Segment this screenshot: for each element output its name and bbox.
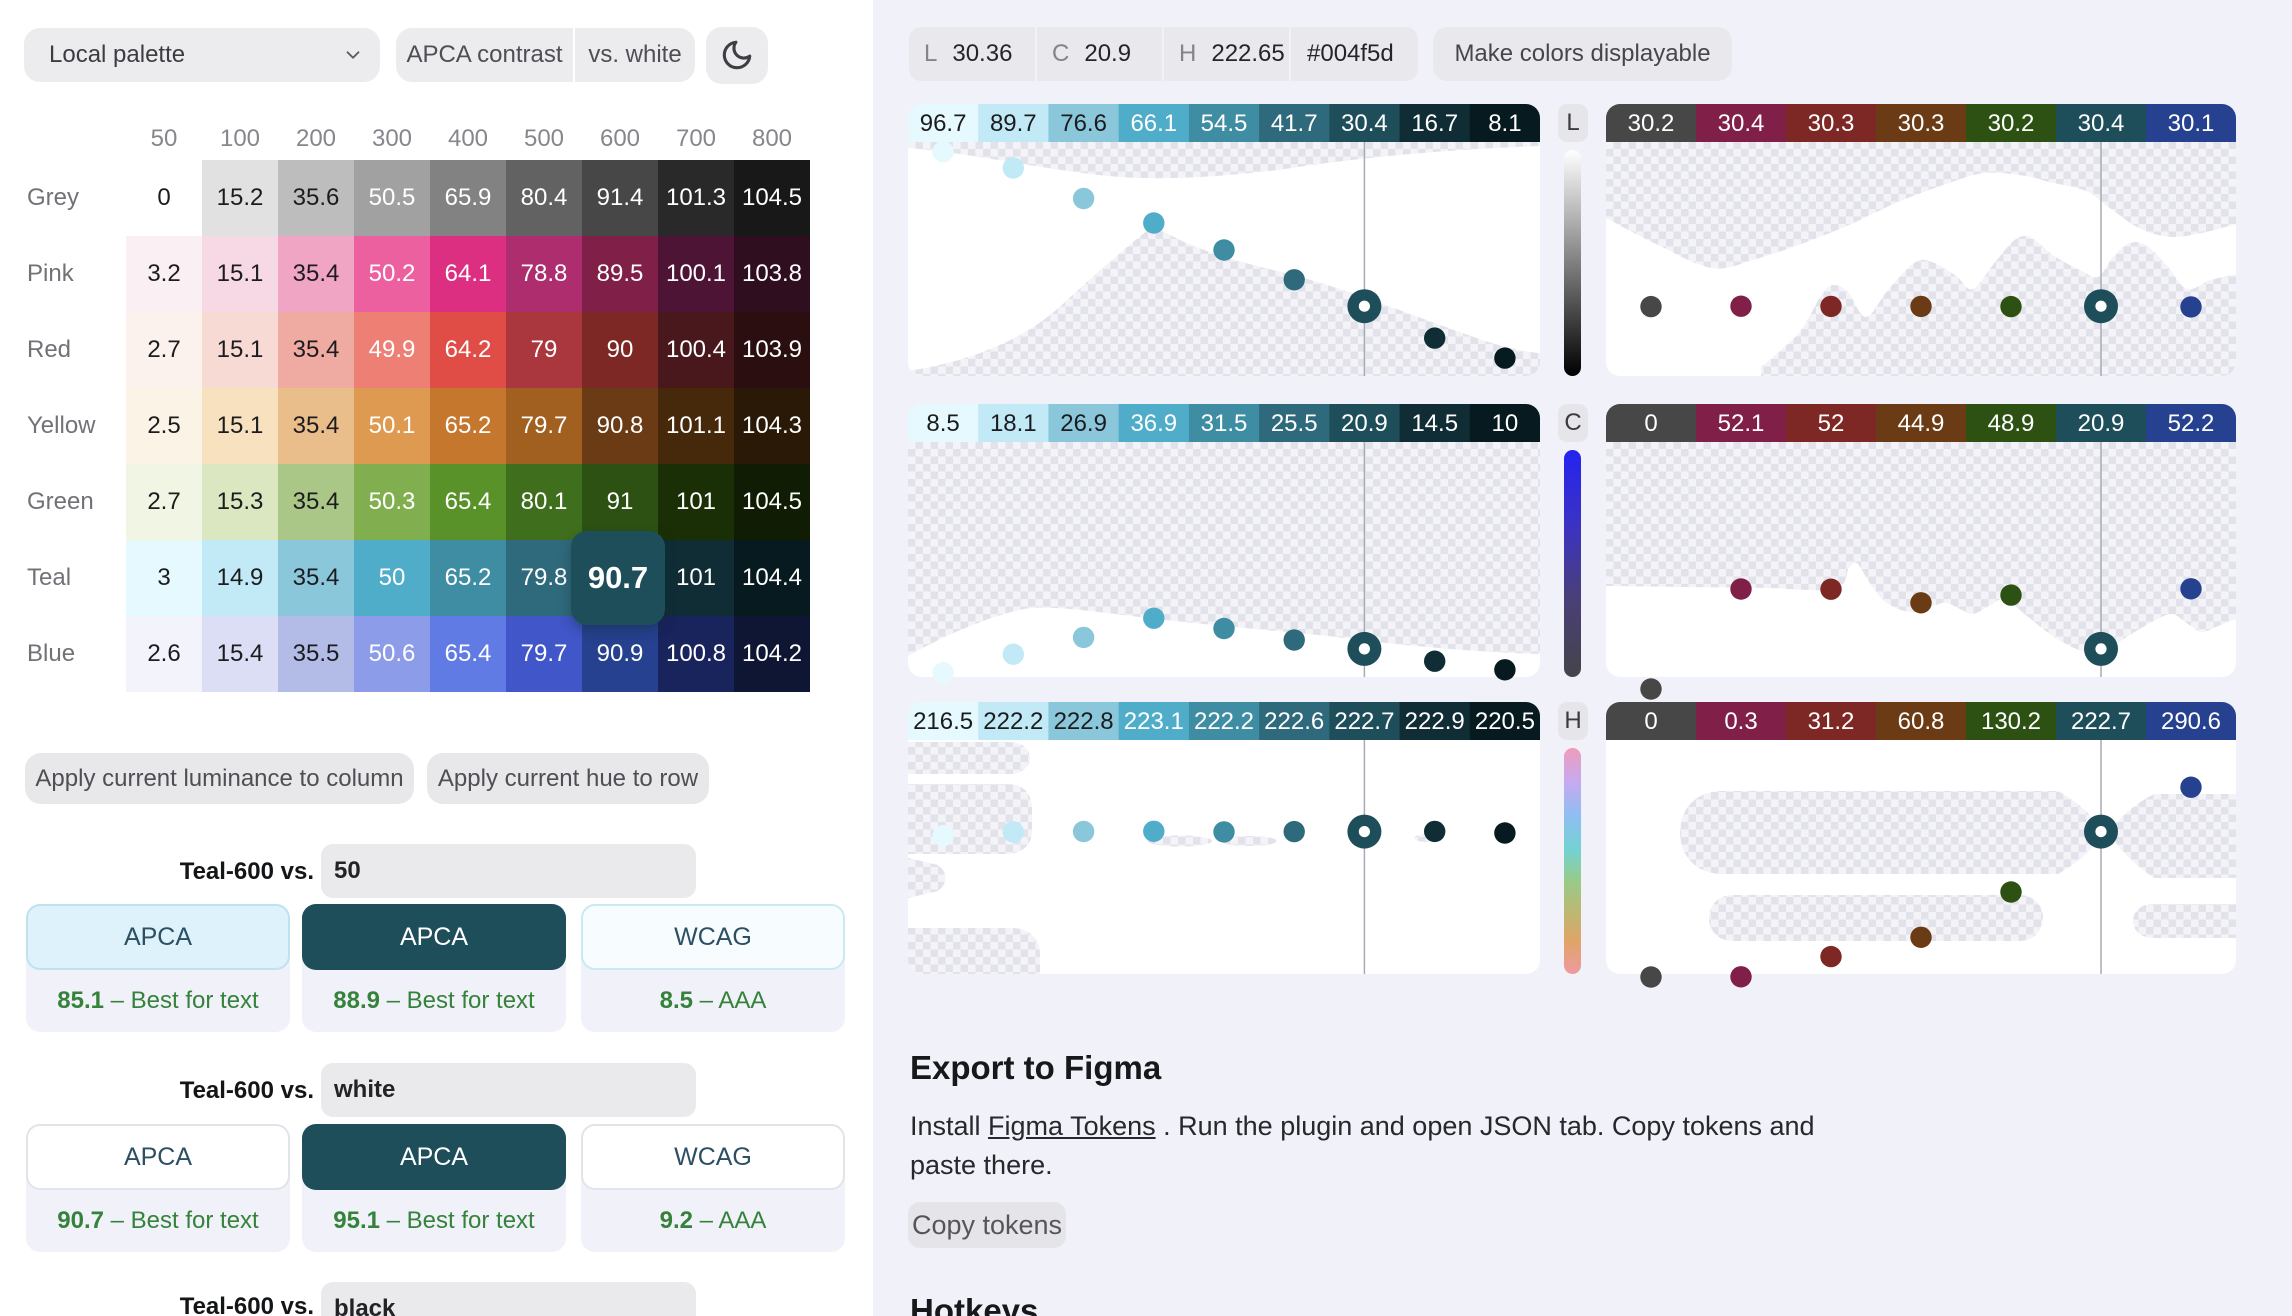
- svg-text:290.6: 290.6: [2161, 708, 2221, 735]
- svg-text:76.6: 76.6: [1060, 110, 1107, 137]
- svg-text:52: 52: [1818, 410, 1845, 437]
- svg-text:222.2: 222.2: [1194, 708, 1254, 735]
- svg-text:30.4: 30.4: [1718, 110, 1765, 137]
- svg-text:89.7: 89.7: [990, 110, 1037, 137]
- svg-text:96.7: 96.7: [920, 110, 967, 137]
- svg-text:222.2: 222.2: [983, 708, 1043, 735]
- svg-text:223.1: 223.1: [1124, 708, 1184, 735]
- svg-text:31.2: 31.2: [1808, 708, 1855, 735]
- svg-text:52.1: 52.1: [1718, 410, 1765, 437]
- svg-text:44.9: 44.9: [1898, 410, 1945, 437]
- svg-text:66.1: 66.1: [1130, 110, 1177, 137]
- svg-text:14.5: 14.5: [1411, 410, 1458, 437]
- svg-text:16.7: 16.7: [1411, 110, 1458, 137]
- svg-text:0: 0: [1644, 410, 1657, 437]
- svg-text:222.7: 222.7: [1334, 708, 1394, 735]
- svg-text:30.4: 30.4: [2078, 110, 2125, 137]
- svg-text:41.7: 41.7: [1271, 110, 1318, 137]
- svg-text:30.2: 30.2: [1988, 110, 2035, 137]
- svg-text:18.1: 18.1: [990, 410, 1037, 437]
- svg-text:26.9: 26.9: [1060, 410, 1107, 437]
- svg-text:30.3: 30.3: [1898, 110, 1945, 137]
- svg-text:30.3: 30.3: [1808, 110, 1855, 137]
- svg-text:222.6: 222.6: [1264, 708, 1324, 735]
- svg-text:0: 0: [1644, 708, 1657, 735]
- svg-text:222.9: 222.9: [1405, 708, 1465, 735]
- svg-text:30.2: 30.2: [1628, 110, 1675, 137]
- svg-text:0.3: 0.3: [1724, 708, 1757, 735]
- svg-text:48.9: 48.9: [1988, 410, 2035, 437]
- svg-text:10: 10: [1492, 410, 1519, 437]
- svg-text:60.8: 60.8: [1898, 708, 1945, 735]
- svg-text:31.5: 31.5: [1201, 410, 1248, 437]
- svg-text:20.9: 20.9: [2078, 410, 2125, 437]
- svg-text:222.7: 222.7: [2071, 708, 2131, 735]
- svg-text:30.4: 30.4: [1341, 110, 1388, 137]
- svg-text:30.1: 30.1: [2168, 110, 2215, 137]
- svg-text:52.2: 52.2: [2168, 410, 2215, 437]
- svg-text:36.9: 36.9: [1130, 410, 1177, 437]
- svg-text:25.5: 25.5: [1271, 410, 1318, 437]
- svg-text:54.5: 54.5: [1201, 110, 1248, 137]
- svg-text:220.5: 220.5: [1475, 708, 1535, 735]
- svg-text:8.1: 8.1: [1488, 110, 1521, 137]
- svg-text:20.9: 20.9: [1341, 410, 1388, 437]
- svg-text:130.2: 130.2: [1981, 708, 2041, 735]
- svg-text:8.5: 8.5: [926, 410, 959, 437]
- svg-text:222.8: 222.8: [1054, 708, 1114, 735]
- svg-text:216.5: 216.5: [913, 708, 973, 735]
